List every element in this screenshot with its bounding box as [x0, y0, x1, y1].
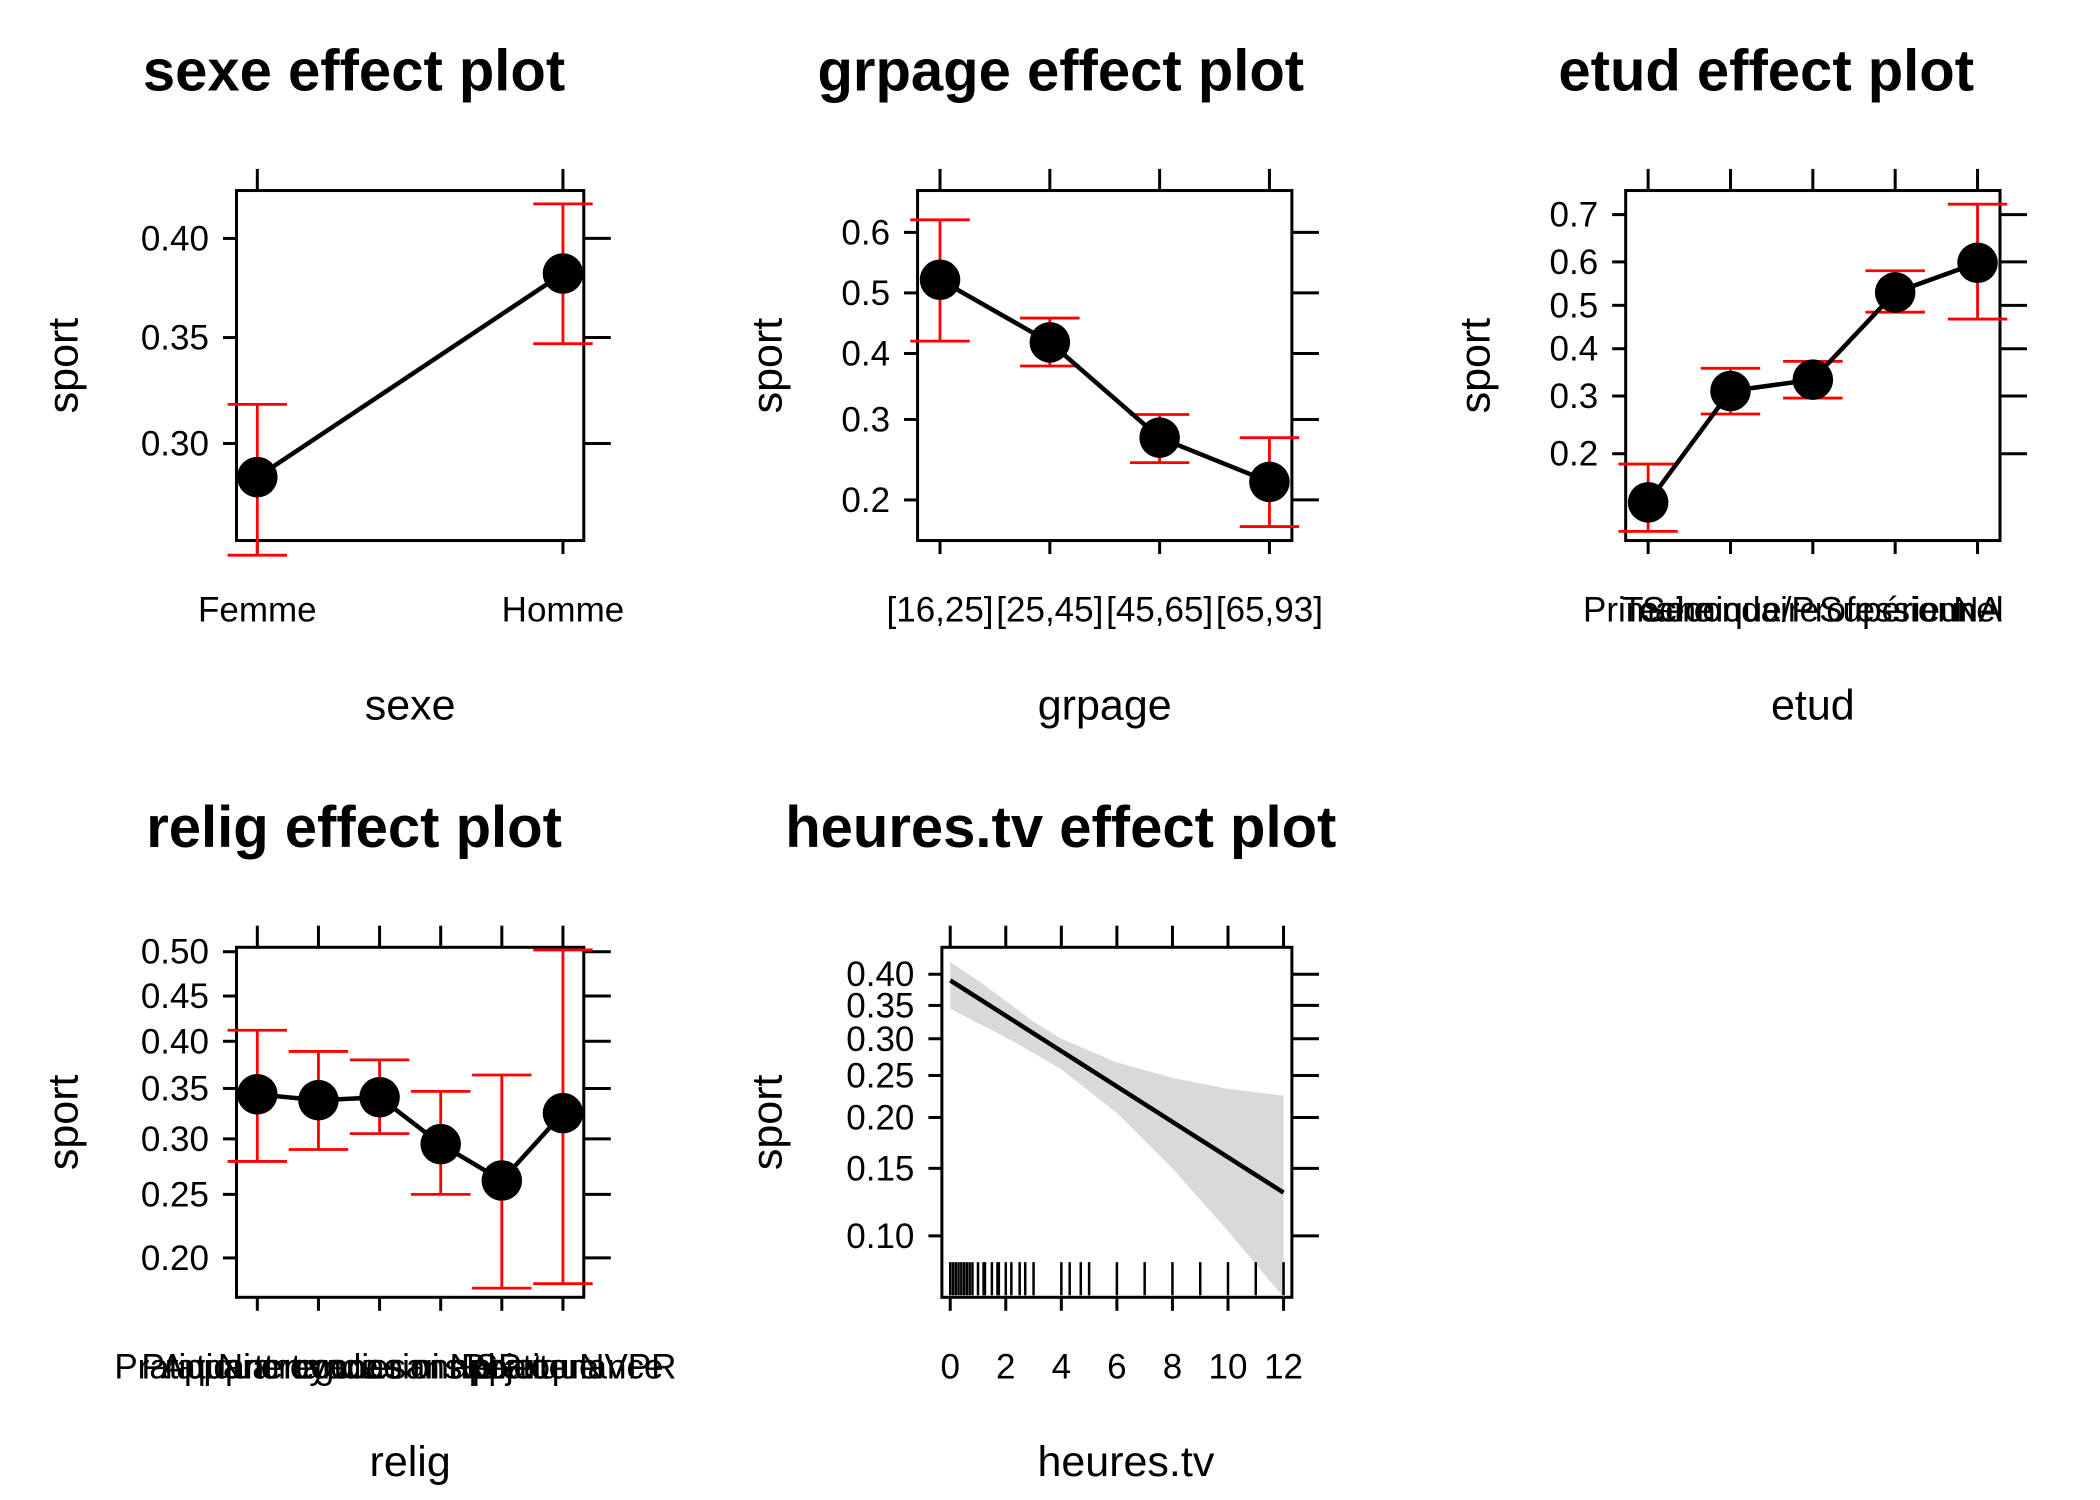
x-tick-label: Technique/Professionnel [1622, 591, 2003, 630]
chart-title: grpage effect plot [818, 38, 1305, 103]
y-tick-label: 0.30 [846, 1020, 914, 1059]
panel-relig: relig effect plot 0.20 0.25 0.30 0.35 0.40 0.4… [40, 795, 677, 1486]
y-tick-label: 0.25 [141, 1175, 209, 1214]
y-tick-label: 0.2 [841, 481, 890, 520]
effect-line [938, 277, 1271, 485]
y-tick-label: 0.3 [841, 400, 890, 439]
x-tick-label: 6 [1107, 1347, 1126, 1386]
plot-frame [234, 189, 586, 543]
y-tick-label: 0.3 [1550, 377, 1599, 416]
y-tick-label: 0.6 [841, 213, 890, 252]
x-tick-label: Ni croyance ni appartenance [218, 1347, 664, 1386]
x-tick-label: Secondaire [1642, 591, 1819, 630]
data-point [359, 1076, 400, 1118]
x-axis-title: etud [1771, 681, 1855, 729]
data-point [542, 1092, 584, 1134]
y-tick-label: 0.45 [141, 977, 209, 1016]
y-axis-title: sport [1452, 318, 1500, 414]
plot-frame [916, 189, 1294, 543]
y-tick-label: 0.4 [1550, 330, 1599, 369]
y-tick-label: 0.6 [1550, 243, 1599, 282]
y-tick-label: 0.35 [141, 1069, 209, 1108]
data-point [298, 1079, 339, 1121]
data-point [1710, 370, 1751, 412]
panel-grpage: grpage effect plot 0.2 0.3 0.4 0.5 0.6 [16,25]… [744, 38, 1323, 729]
y-axis-title: sport [744, 1074, 792, 1170]
x-axis-title: sexe [365, 681, 456, 729]
panel-heures-tv: heures.tv effect plot0.100.150.200.250.3… [744, 795, 1337, 1486]
x-tick-label: 10 [1209, 1347, 1248, 1386]
data-point [542, 253, 584, 294]
x-tick-label: Femme [198, 591, 317, 630]
y-tick-label: 0.40 [846, 955, 914, 994]
x-tick-label: 4 [1052, 1347, 1071, 1386]
y-tick-label: 0.2 [1550, 435, 1599, 474]
effect-line [256, 271, 565, 480]
y-axis-title: sport [40, 1074, 88, 1170]
x-tick-label: Rejet [461, 1347, 543, 1386]
data-point [1874, 272, 1916, 313]
x-tick-label: 8 [1163, 1347, 1182, 1386]
data-point [1957, 242, 1998, 284]
y-tick-label: 0.40 [141, 1022, 209, 1061]
chart-title: heures.tv effect plot [785, 795, 1336, 860]
x-tick-label: Pratiquant regulier [114, 1347, 400, 1386]
x-tick-label: 0 [940, 1347, 959, 1386]
y-axis-title: sport [40, 318, 88, 414]
plot-frame [234, 945, 586, 1299]
chart-title: etud effect plot [1558, 38, 1974, 103]
y-tick-label: 0.5 [841, 274, 890, 313]
y-tick-label: 0.10 [846, 1217, 914, 1256]
data-point [1139, 417, 1180, 458]
x-axis-title: relig [370, 1438, 451, 1486]
y-tick-label: 0.4 [841, 334, 890, 373]
x-tick-label: [16,25] [887, 591, 994, 630]
y-tick-label: 0.7 [1550, 196, 1599, 235]
effect-line [949, 978, 1285, 1195]
panel-sexe: sexe effect plot 0.30 0.35 0.40 Femme Homme se… [40, 38, 625, 729]
y-axis-title: sport [744, 318, 792, 414]
x-axis-title: grpage [1038, 681, 1172, 729]
y-tick-label: 0.30 [141, 1120, 209, 1159]
y-tick-label: 0.30 [141, 424, 209, 463]
data-point [1029, 322, 1071, 363]
x-axis-title: heures.tv [1037, 1438, 1214, 1486]
x-tick-label: 12 [1264, 1347, 1303, 1386]
x-tick-label: NSP ou NVPR [449, 1347, 676, 1386]
x-tick-label: Primaire [1583, 591, 1713, 630]
x-tick-label: [45,65] [1106, 591, 1213, 630]
y-tick-label: 0.25 [846, 1056, 914, 1095]
y-tick-label: 0.20 [846, 1098, 914, 1137]
data-point [1792, 359, 1834, 400]
x-tick-label: Appartenance sans pratique [161, 1347, 599, 1386]
chart-title: sexe effect plot [143, 38, 565, 103]
x-tick-label: Supérieur [1819, 591, 1971, 630]
confidence-band [950, 962, 1284, 1298]
panel-etud: etud effect plot 0.2 0.3 0.4 0.5 0.6 0.7 Primai… [1452, 38, 2028, 729]
data-point [237, 456, 278, 498]
x-tick-label: Homme [502, 591, 625, 630]
data-point [237, 1074, 278, 1115]
y-tick-label: 0.5 [1550, 286, 1599, 325]
data-point [481, 1160, 523, 1201]
y-tick-label: 0.35 [846, 986, 914, 1025]
y-tick-label: 0.15 [846, 1149, 914, 1188]
chart-title: relig effect plot [146, 795, 562, 860]
x-tick-label: Pratiquant occasionnel [141, 1347, 495, 1386]
data-point [1627, 482, 1669, 523]
data-point [420, 1123, 461, 1165]
y-tick-label: 0.50 [141, 933, 209, 972]
data-point [919, 259, 961, 301]
y-tick-label: 0.40 [141, 219, 209, 258]
y-tick-label: 0.20 [141, 1239, 209, 1278]
x-tick-label: [65,93] [1216, 591, 1323, 630]
rug [948, 1262, 1285, 1296]
x-tick-label: [25,45] [996, 591, 1103, 630]
y-tick-label: 0.35 [141, 319, 209, 358]
x-tick-label: 2 [996, 1347, 1015, 1386]
x-tick-label: NA [1953, 591, 2002, 630]
data-point [1249, 461, 1290, 503]
